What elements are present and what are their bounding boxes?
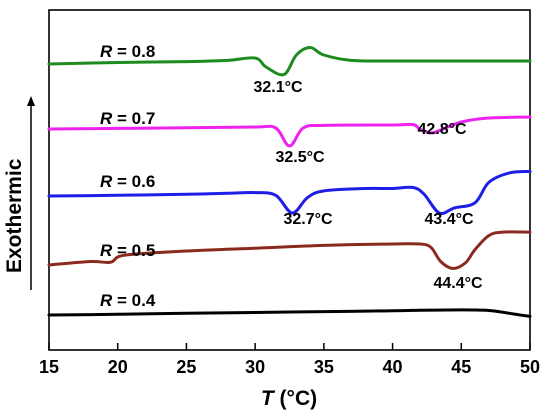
series-labels: R = 0.4R = 0.5R = 0.6R = 0.7R = 0.8 xyxy=(100,42,156,310)
x-tick-label: 35 xyxy=(314,357,334,377)
series-lines xyxy=(47,46,532,318)
series-label-value: = 0.8 xyxy=(112,42,155,61)
peak-temperature-label: 44.4°C xyxy=(433,275,483,292)
series-line xyxy=(47,230,532,270)
series-label: R = 0.7 xyxy=(100,109,155,128)
series-line xyxy=(47,115,532,148)
series-label: R = 0.6 xyxy=(100,172,155,191)
x-tick-label: 30 xyxy=(245,357,265,377)
x-tick-label: 25 xyxy=(176,357,196,377)
x-tick-label: 20 xyxy=(108,357,128,377)
series-label: R = 0.4 xyxy=(100,291,156,310)
y-axis-title: Exothermic xyxy=(3,158,26,273)
series-label-variable: R xyxy=(100,172,113,191)
x-axis-title: T (°C) xyxy=(261,387,317,410)
peak-temperature-label: 32.5°C xyxy=(275,149,325,166)
series-label-value: = 0.7 xyxy=(112,109,155,128)
x-tick-label: 40 xyxy=(383,357,403,377)
series-line xyxy=(47,46,532,77)
x-tick-label: 15 xyxy=(39,357,59,377)
series-line xyxy=(47,170,532,216)
peak-temperature-label: 32.7°C xyxy=(283,211,333,228)
series-line xyxy=(47,308,532,318)
peak-temperature-label: 43.4°C xyxy=(424,211,474,228)
y-axis-annotation: Exothermic xyxy=(3,96,35,290)
series-label-variable: R xyxy=(100,291,113,310)
exothermic-arrow-head xyxy=(27,96,35,106)
series-label: R = 0.5 xyxy=(100,241,155,260)
series-label-value: = 0.4 xyxy=(112,291,156,310)
series-label-variable: R xyxy=(100,42,113,61)
plot-frame xyxy=(48,9,531,351)
series-label-variable: R xyxy=(100,109,113,128)
x-tick-label: 45 xyxy=(451,357,471,377)
series-label-value: = 0.6 xyxy=(112,172,155,191)
x-tick-label: 50 xyxy=(520,357,540,377)
x-axis-tick-labels: 15 20 25 30 35 40 45 50 xyxy=(39,357,540,377)
series-label: R = 0.8 xyxy=(100,42,155,61)
peak-labels: 44.4°C 32.7°C 43.4°C 32.5°C 42.8°C 32.1°C xyxy=(253,79,483,292)
peak-temperature-label: 32.1°C xyxy=(253,79,303,96)
series-label-value: = 0.5 xyxy=(112,241,155,260)
series-label-variable: R xyxy=(100,241,113,260)
x-axis-ticks xyxy=(48,343,531,350)
peak-temperature-label: 42.8°C xyxy=(417,121,467,138)
